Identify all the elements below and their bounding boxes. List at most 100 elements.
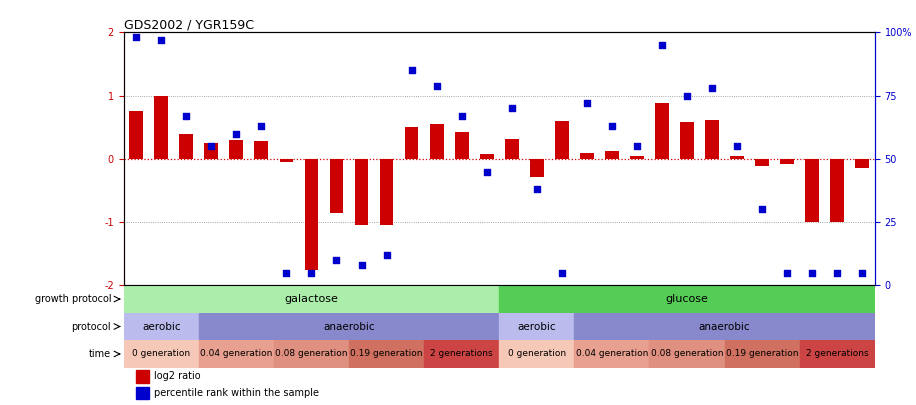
Bar [454,132,469,159]
Bar [354,159,368,225]
Bar [199,313,499,340]
Bar [505,139,518,159]
Bar [499,313,574,340]
Bar [830,159,845,222]
Bar [856,159,869,168]
Point [329,257,344,263]
Point [430,82,444,89]
Text: growth protocol: growth protocol [35,294,111,304]
Bar [304,159,319,269]
Bar [605,151,619,159]
Point [704,85,719,91]
Text: 2 generations: 2 generations [431,350,493,358]
Point [129,34,144,40]
Text: 0.19 generation: 0.19 generation [725,350,799,358]
Point [279,269,294,276]
Point [655,42,670,48]
Text: log2 ratio: log2 ratio [154,371,201,382]
Text: anaerobic: anaerobic [699,322,750,332]
Bar [229,140,244,159]
Point [379,252,394,258]
Point [154,37,169,43]
Bar [630,156,644,159]
Bar [730,156,744,159]
Point [805,269,820,276]
Bar [780,159,794,164]
Point [580,100,594,107]
Point [529,186,544,192]
Point [479,168,494,175]
Bar [574,340,649,368]
Point [404,67,419,74]
Bar [136,387,148,399]
Bar [124,286,499,313]
Bar [580,153,594,159]
Point [229,130,244,137]
Point [204,143,219,149]
Bar [680,122,694,159]
Bar [274,340,349,368]
Text: 0.08 generation: 0.08 generation [275,350,348,358]
Text: percentile rank within the sample: percentile rank within the sample [154,388,319,398]
Text: aerobic: aerobic [142,322,180,332]
Point [179,113,193,119]
Bar [124,313,199,340]
Bar [129,111,143,159]
Text: galactose: galactose [285,294,338,304]
Bar [199,340,274,368]
Point [454,113,469,119]
Point [780,269,794,276]
Text: glucose: glucose [666,294,708,304]
Bar [349,340,424,368]
Text: 0.19 generation: 0.19 generation [350,350,423,358]
Bar [180,134,193,159]
Bar [555,121,569,159]
Text: 0 generation: 0 generation [132,350,191,358]
Bar [805,159,819,222]
Point [354,262,369,269]
Point [254,123,268,129]
Bar [574,313,875,340]
Point [730,143,745,149]
Bar [649,340,725,368]
Bar [655,103,669,159]
Bar [136,370,148,383]
Bar [499,286,875,313]
Text: time: time [89,349,111,359]
Point [554,269,569,276]
Point [629,143,644,149]
Bar [279,159,293,162]
Point [304,269,319,276]
Text: 0.04 generation: 0.04 generation [575,350,649,358]
Text: 0 generation: 0 generation [507,350,566,358]
Bar [255,141,268,159]
Bar [480,154,494,159]
Text: 0.08 generation: 0.08 generation [650,350,724,358]
Point [855,269,869,276]
Text: protocol: protocol [71,322,111,332]
Bar [755,159,769,166]
Bar [424,340,499,368]
Text: 2 generations: 2 generations [806,350,868,358]
Text: aerobic: aerobic [518,322,556,332]
Text: 0.04 generation: 0.04 generation [200,350,273,358]
Bar [204,143,218,159]
Bar [800,340,875,368]
Point [605,123,619,129]
Bar [725,340,800,368]
Text: GDS2002 / YGR159C: GDS2002 / YGR159C [124,18,254,31]
Bar [379,159,394,225]
Point [755,206,769,213]
Bar [124,340,199,368]
Bar [405,127,419,159]
Point [680,92,694,99]
Bar [705,119,719,159]
Bar [430,124,443,159]
Point [830,269,845,276]
Bar [529,159,544,177]
Bar [154,96,169,159]
Text: anaerobic: anaerobic [323,322,375,332]
Bar [330,159,344,213]
Point [505,105,519,111]
Bar [499,340,574,368]
